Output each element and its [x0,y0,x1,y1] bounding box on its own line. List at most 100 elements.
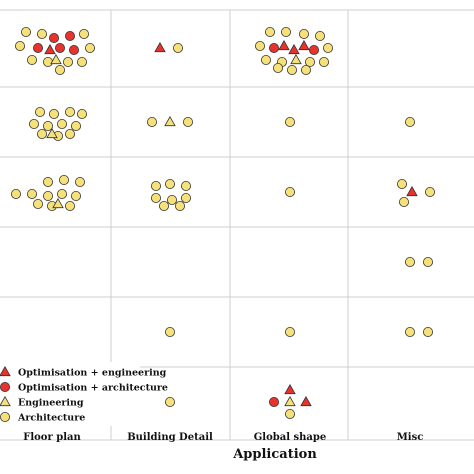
point-architecture [422,256,433,267]
point-architecture [65,128,76,139]
data-points [10,26,435,419]
point-architecture [398,196,409,207]
point-architecture [254,41,265,52]
point-optimisation-engineering [154,41,166,53]
point-architecture [49,109,60,120]
point-architecture [164,396,175,407]
x-tick-labels: Floor plan Building Detail Global shape Mis… [23,432,423,443]
point-architecture [404,326,415,337]
legend-marker [0,365,11,377]
point-optimisation-architecture [55,43,66,54]
point-architecture [166,194,177,205]
point-optimisation-architecture [69,45,80,56]
point-optimisation-engineering [44,43,56,55]
point-architecture [404,256,415,267]
point-architecture [264,26,275,37]
x-tick-label: Global shape [254,432,327,443]
point-architecture [322,43,333,54]
point-optimisation-architecture [308,45,319,56]
point-engineering [290,53,302,65]
legend-label: Engineering [18,398,84,409]
point-architecture [404,117,415,128]
x-axis-label: Application [232,447,317,462]
point-optimisation-architecture [268,396,279,407]
point-optimisation-architecture [33,43,44,54]
point-architecture [164,178,175,189]
point-architecture [318,57,329,68]
point-architecture [150,192,161,203]
point-architecture [20,26,31,37]
point-architecture [182,117,193,128]
point-architecture [28,119,39,130]
point-architecture [43,121,54,132]
point-architecture [63,57,74,68]
point-architecture [298,28,309,39]
point-architecture [284,186,295,197]
grid [0,9,474,441]
point-architecture [272,63,283,74]
point-architecture [43,57,54,68]
point-optimisation-engineering [284,383,296,395]
point-architecture [260,55,271,66]
legend-background [0,362,140,426]
point-architecture [314,30,325,41]
point-architecture [77,57,88,68]
point-architecture [284,326,295,337]
point-optimisation-architecture [65,30,76,41]
point-architecture [65,107,76,118]
point-engineering [164,115,176,127]
point-architecture [77,109,88,120]
point-architecture [284,408,295,419]
point-engineering [50,53,62,65]
x-tick-label: Floor plan [23,432,81,443]
legend: Optimisation + engineering Optimisation +… [0,362,168,426]
point-architecture [284,117,295,128]
point-architecture [35,107,46,118]
point-architecture [65,200,76,211]
point-architecture [10,188,21,199]
point-architecture [280,26,291,37]
point-optimisation-engineering [288,43,300,55]
point-engineering [46,127,58,139]
point-architecture [424,186,435,197]
point-optimisation-engineering [278,39,290,51]
point-architecture [150,180,161,191]
point-architecture [37,28,48,39]
legend-label: Optimisation + architecture [18,383,168,394]
x-tick-label: Building Detail [127,432,213,443]
point-architecture [55,65,66,76]
point-optimisation-architecture [49,33,60,44]
point-engineering [284,395,296,407]
legend-label: Optimisation + engineering [18,368,167,379]
x-tick-label: Misc [397,432,424,443]
point-architecture [14,41,25,52]
point-architecture [300,65,311,76]
point-architecture [37,128,48,139]
point-architecture [158,200,169,211]
point-architecture [59,174,70,185]
point-architecture [71,190,82,201]
point-architecture [172,43,183,54]
point-architecture [174,200,185,211]
point-architecture [304,57,315,68]
legend-marker [0,395,11,407]
point-optimisation-engineering [300,395,312,407]
point-optimisation-engineering [406,185,418,197]
point-architecture [26,55,37,66]
point-architecture [57,188,68,199]
point-architecture [71,121,82,132]
point-architecture [43,190,54,201]
point-architecture [422,326,433,337]
legend-label: Architecture [17,413,85,424]
point-architecture [57,119,68,130]
point-architecture [286,65,297,76]
legend-marker [0,411,10,422]
point-architecture [180,180,191,191]
point-optimisation-engineering [298,39,310,51]
point-architecture [43,176,54,187]
point-architecture [146,117,157,128]
point-architecture [75,176,86,187]
point-optimisation-architecture [268,43,279,54]
legend-marker [0,381,10,392]
